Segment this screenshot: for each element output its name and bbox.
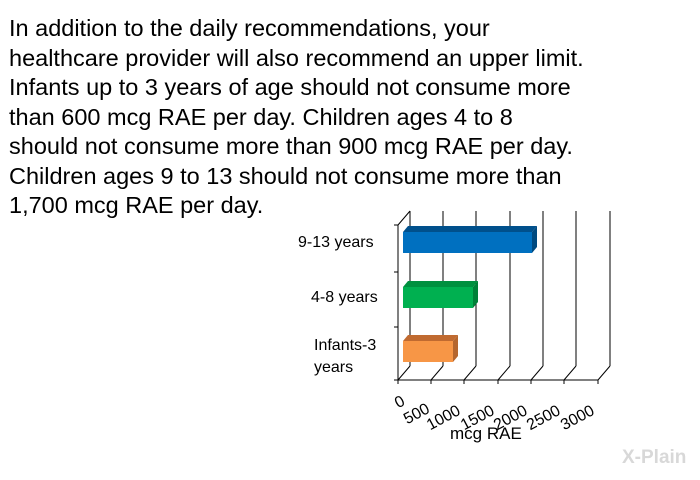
description-paragraph: In addition to the daily recommendations…	[9, 14, 699, 221]
paragraph-line: than 600 mcg RAE per day. Children ages …	[9, 103, 513, 130]
category-label-infants-line2: years	[314, 359, 354, 376]
paragraph-line: Children ages 9 to 13 should not consume…	[9, 162, 562, 189]
category-label-9-13: 9-13 years	[298, 234, 374, 251]
paragraph-line: Infants up to 3 years of age should not …	[9, 74, 571, 100]
paragraph-line: In addition to the daily recommendations…	[9, 15, 490, 41]
bar-4-8-years	[403, 281, 478, 308]
bar-9-13-years	[403, 226, 537, 253]
paragraph-line: healthcare provider will also recommend …	[9, 44, 584, 71]
paragraph-line: 1,700 mcg RAE per day.	[9, 192, 264, 218]
category-label-4-8: 4-8 years	[311, 289, 378, 306]
paragraph-line: should not consume more than 900 mcg RAE…	[9, 133, 573, 159]
bar-infants-3-years	[403, 335, 458, 362]
xplain-logo: X-Plain	[622, 447, 687, 468]
category-label-infants-line1: Infants-3	[314, 337, 377, 354]
x-axis-label: mcg RAE	[450, 424, 522, 443]
